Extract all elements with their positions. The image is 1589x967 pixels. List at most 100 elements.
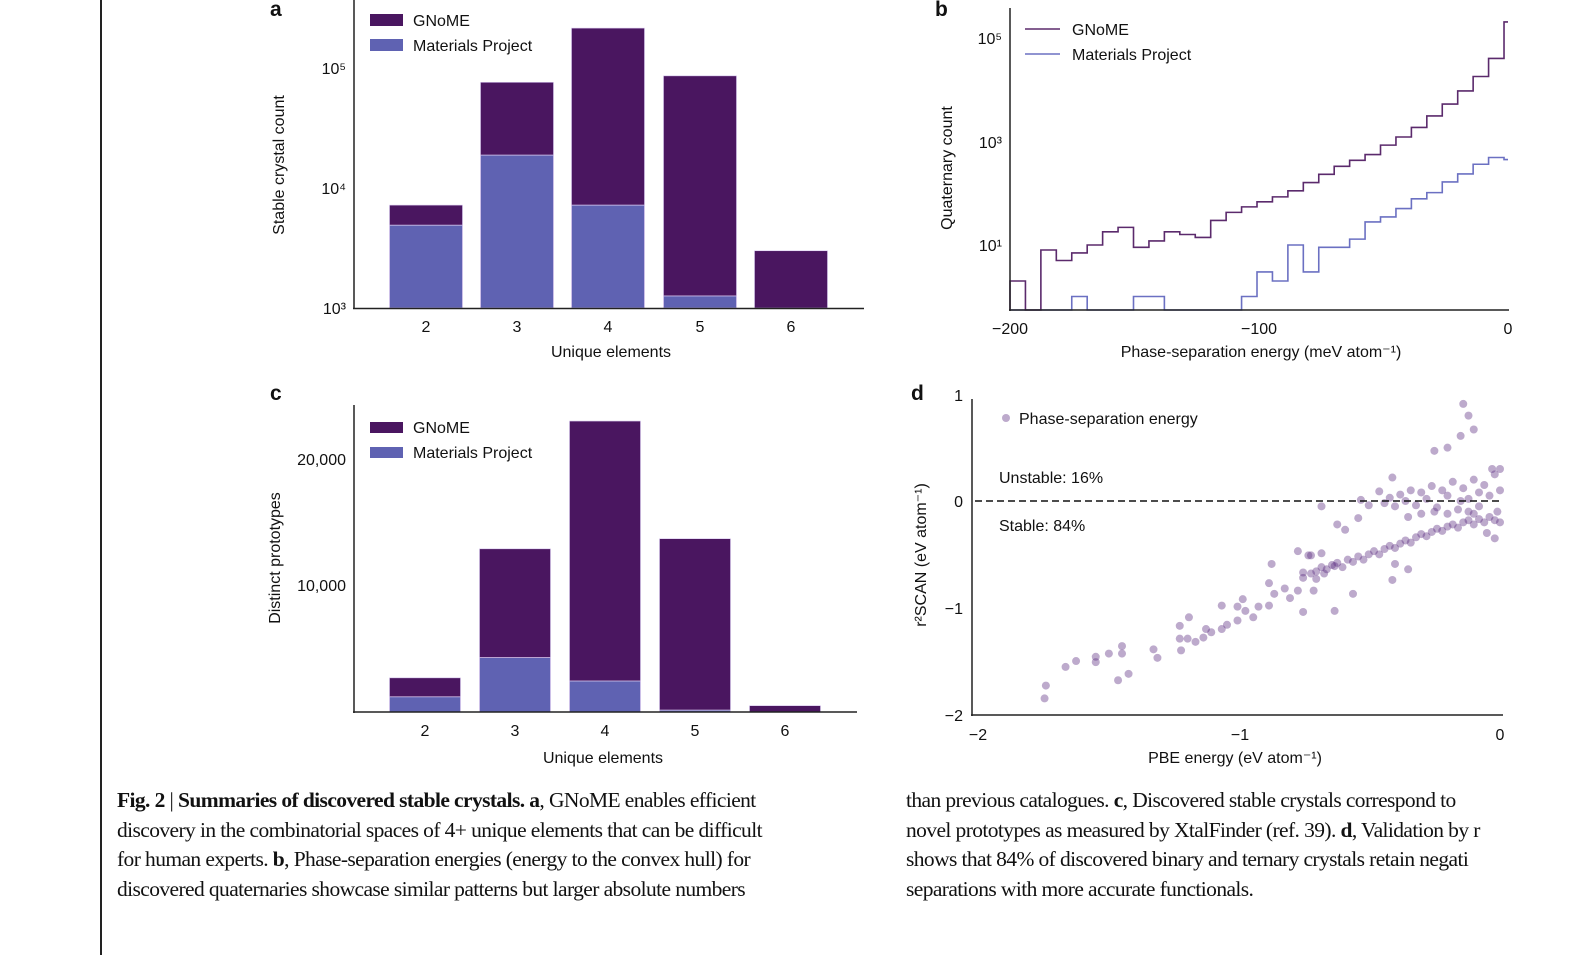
y-tick-label: 1 xyxy=(954,388,963,405)
panel-label-b: b xyxy=(935,0,948,21)
scatter-point xyxy=(1433,524,1441,533)
y-tick-label: 10⁵ xyxy=(322,61,346,78)
x-tick-label: −200 xyxy=(992,321,1028,338)
scatter-point xyxy=(1388,473,1397,482)
scatter-point xyxy=(1199,633,1208,642)
y-tick-label: 10⁴ xyxy=(321,181,346,198)
caption-left: Fig. 2 | Summaries of discovered stable … xyxy=(117,786,877,904)
caption-text: , Phase-separation energies (energy to t… xyxy=(284,847,751,871)
bar-materials-project xyxy=(389,696,461,713)
bar-gnome xyxy=(754,250,828,309)
bar-materials-project xyxy=(389,224,463,309)
scatter-point xyxy=(1184,613,1193,622)
y-tick-label: 10⁵ xyxy=(978,31,1002,48)
scatter-point xyxy=(1299,568,1308,577)
scatter-point xyxy=(1490,470,1499,479)
x-tick-label: −2 xyxy=(969,727,987,744)
scatter-point xyxy=(1475,515,1483,524)
scatter-point xyxy=(1149,645,1158,654)
scatter-point xyxy=(1072,657,1081,666)
scatter-point xyxy=(1265,601,1273,610)
scatter-point xyxy=(1118,649,1126,658)
scatter-point xyxy=(1309,586,1318,595)
scatter-point xyxy=(1183,634,1192,643)
scatter-point xyxy=(1349,589,1357,598)
legend-swatch-gnome xyxy=(370,422,403,433)
histogram-gnome xyxy=(1009,21,1508,311)
scatter-point xyxy=(1485,491,1494,500)
scatter-point xyxy=(1404,565,1413,574)
x-tick-label: 2 xyxy=(422,319,431,336)
y-tick-label: 0 xyxy=(954,494,963,511)
scatter-point xyxy=(1469,509,1478,518)
x-tick-label: 3 xyxy=(513,319,522,336)
panel-b-chart: 10⁵ 10³ 10¹ −200 −100 0 Phase-separation… xyxy=(939,8,1513,361)
caption-text: , Discovered stable crystals correspond … xyxy=(1122,788,1457,812)
scatter-point xyxy=(1496,486,1504,495)
scatter-point xyxy=(1459,399,1468,408)
scatter-point xyxy=(1459,484,1468,493)
bar-materials-project xyxy=(480,154,554,309)
scatter-point xyxy=(1485,513,1494,522)
x-tick-label: 4 xyxy=(604,319,613,336)
scatter-point xyxy=(1223,620,1231,629)
scatter-point xyxy=(1427,527,1436,536)
caption-line: Fig. 2 | Summaries of discovered stable … xyxy=(117,786,877,816)
caption-line: novel prototypes as measured by XtalFind… xyxy=(906,816,1589,846)
scatter-point xyxy=(1307,551,1315,560)
scatter-point xyxy=(1459,518,1468,527)
scatter-point xyxy=(1480,518,1489,527)
scatter-point xyxy=(1207,628,1216,637)
y-axis-label: Stable crystal count xyxy=(271,95,288,235)
x-tick-label: 0 xyxy=(1496,727,1505,744)
caption-text: for human experts. xyxy=(117,847,273,871)
legend-label-gnome: GNoME xyxy=(413,420,470,437)
caption-line: shows that 84% of discovered binary and … xyxy=(906,847,1469,871)
scatter-point xyxy=(1299,573,1308,582)
scatter-point xyxy=(1375,550,1384,559)
scatter-point xyxy=(1293,586,1302,595)
scatter-point xyxy=(1454,523,1462,532)
scatter-point xyxy=(1385,541,1394,550)
scatter-point xyxy=(1249,613,1258,622)
scatter-point xyxy=(1396,490,1405,499)
scatter-point xyxy=(1406,538,1415,547)
scatter-point xyxy=(1396,539,1405,548)
scatter-point xyxy=(1488,464,1497,473)
scatter-point xyxy=(1330,562,1339,571)
unstable-annotation: Unstable: 16% xyxy=(999,470,1103,487)
legend-label-mp: Materials Project xyxy=(1072,47,1192,64)
caption-panel-ref: c xyxy=(1113,788,1124,812)
scatter-point xyxy=(1406,486,1415,495)
scatter-point xyxy=(1254,602,1263,611)
y-tick-label: 10³ xyxy=(323,301,347,318)
scatter-point xyxy=(1354,552,1363,561)
scatter-point xyxy=(1191,637,1200,646)
scatter-point xyxy=(1469,425,1478,434)
margin-rule xyxy=(100,0,102,955)
panel-c-chart: 10,000 20,000 2 3 4 5 6 Unique elements Dist… xyxy=(267,405,857,767)
scatter-point xyxy=(1496,464,1504,473)
scatter-point xyxy=(1464,507,1473,516)
y-tick-label: 10¹ xyxy=(979,238,1002,255)
panel-a-chart: 10³ 10⁴ 10⁵ 2 3 4 5 6 Unique elements Stable… xyxy=(271,0,864,361)
scatter-point xyxy=(1040,694,1049,703)
scatter-point xyxy=(1433,503,1441,512)
scatter-point xyxy=(1417,488,1426,497)
scatter-point xyxy=(1233,602,1242,611)
scatter-point xyxy=(1091,658,1100,667)
scatter-point xyxy=(1430,507,1439,516)
caption-right: than previous catalogues. c, Discovered … xyxy=(906,786,1589,904)
legend-marker-scatter xyxy=(1002,414,1010,422)
y-axis-label: Quaternary count xyxy=(939,106,956,230)
scatter-point xyxy=(1333,558,1342,567)
x-tick-label: −1 xyxy=(1231,727,1249,744)
scatter-point xyxy=(1293,547,1302,556)
scatter-point xyxy=(1380,545,1389,554)
caption-text: novel prototypes as measured by XtalFind… xyxy=(906,817,1341,842)
scatter-point xyxy=(1417,509,1426,518)
x-axis-label: Phase-separation energy (meV atom⁻¹) xyxy=(1121,344,1402,361)
bar-gnome xyxy=(749,705,821,713)
scatter-point xyxy=(1443,522,1452,531)
scatter-point xyxy=(1217,601,1226,610)
